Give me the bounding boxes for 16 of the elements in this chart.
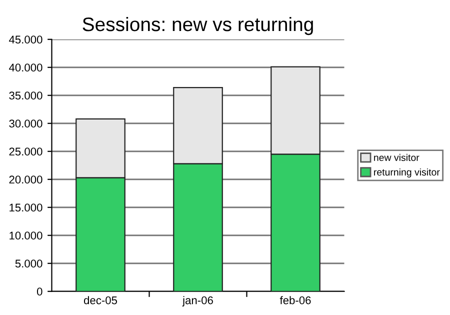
y-tick-label: 35.000: [9, 92, 42, 100]
y-tick-label: 30.000: [9, 120, 42, 128]
y-tick-label: 0: [36, 288, 42, 296]
x-tick-label: feb-06: [280, 296, 311, 304]
y-tick-label: 15.000: [10, 204, 42, 212]
legend-label: new visitor: [374, 154, 420, 162]
y-tick-label: 10.000: [10, 232, 42, 240]
y-tick-label: 25.000: [9, 148, 42, 156]
y-tick-label: 5.000: [15, 260, 42, 268]
y-tick-label: 45.000: [8, 36, 42, 44]
y-tick-label: 20.000: [9, 176, 42, 184]
x-tick-label: jan-06: [182, 296, 213, 306]
chart-title: Sessions: new vs returning: [82, 16, 313, 36]
y-tick-label: 40.000: [8, 64, 42, 72]
legend-label: returning visitor: [374, 168, 440, 178]
x-tick-label: dec-05: [84, 296, 118, 304]
